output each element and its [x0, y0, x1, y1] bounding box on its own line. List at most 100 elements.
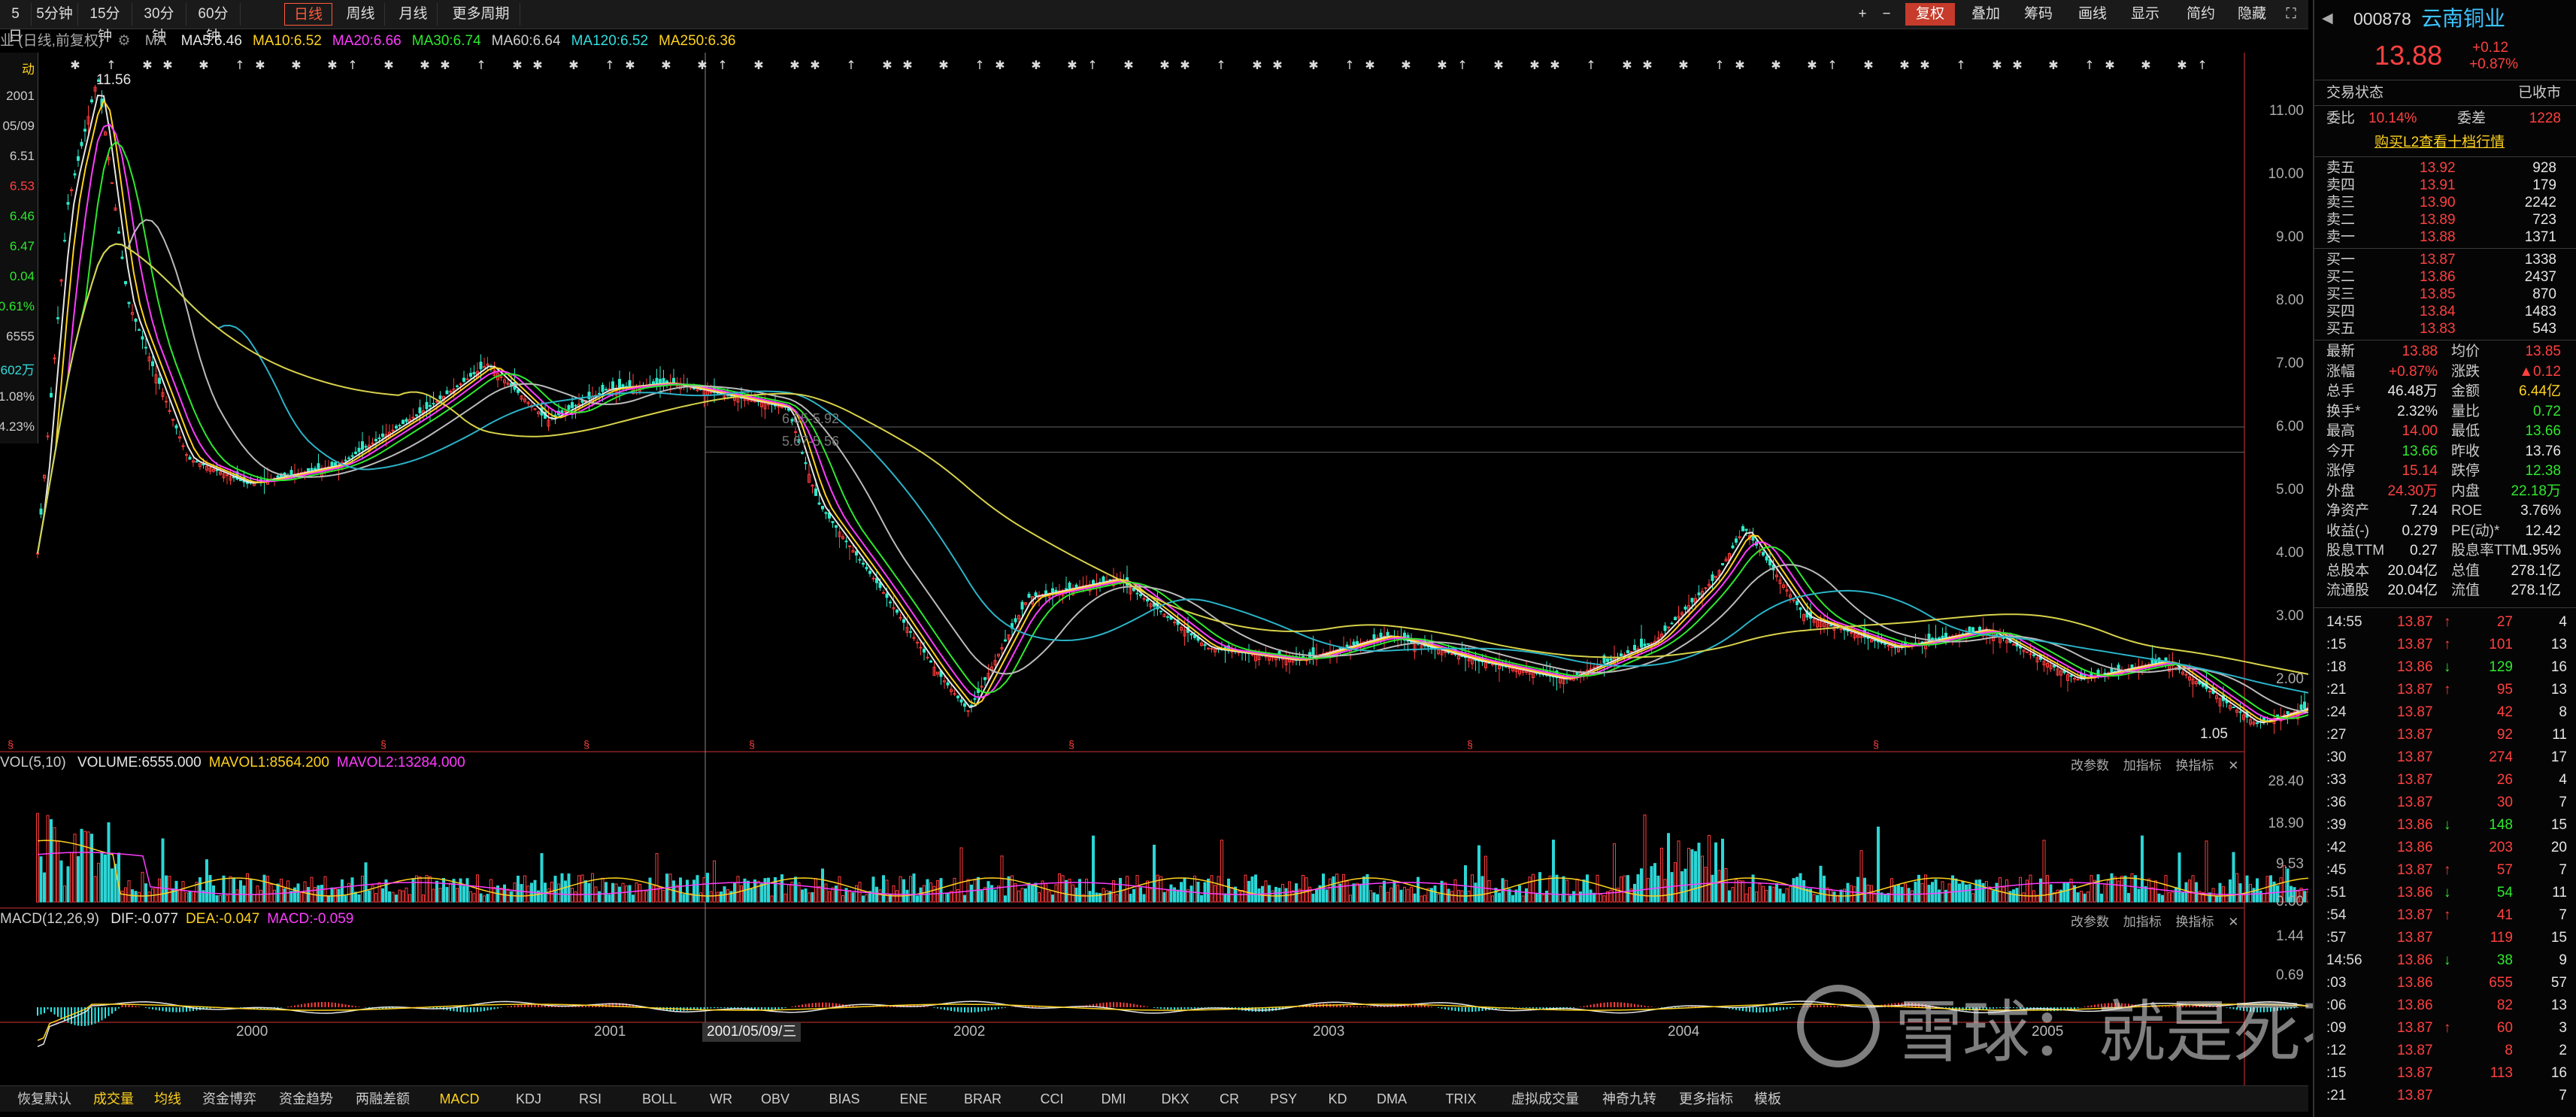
display-dropdown[interactable]: 显示 [2130, 6, 2159, 22]
event-marker-icon[interactable]: ✱ [1272, 58, 1282, 72]
event-marker-icon[interactable]: ↑ [1827, 58, 1837, 72]
dividend-marker-icon[interactable]: § [1873, 738, 1879, 750]
dividend-marker-icon[interactable]: § [8, 738, 14, 750]
macd-close-icon[interactable]: ✕ [2228, 915, 2239, 929]
bid-price[interactable]: 13.87 [2420, 252, 2456, 268]
event-marker-icon[interactable]: ↑ [717, 58, 727, 72]
bid-price[interactable]: 13.83 [2420, 321, 2456, 337]
event-marker-icon[interactable]: ✱ [70, 58, 80, 72]
period-daily[interactable]: 日线 [284, 3, 332, 26]
ask-price[interactable]: 13.92 [2420, 160, 2456, 176]
event-marker-icon[interactable]: ✱ [2177, 58, 2187, 72]
event-marker-icon[interactable]: ↑ [1087, 58, 1097, 72]
indicator-tab[interactable]: ENE [899, 1091, 928, 1106]
event-marker-icon[interactable]: ✱ [902, 58, 912, 72]
event-marker-icon[interactable]: ✱ [1622, 58, 1632, 72]
event-marker-icon[interactable]: ✱ [1159, 58, 1169, 72]
event-marker-icon[interactable]: ✱ [1365, 58, 1374, 72]
indicator-tab[interactable]: PSY [1269, 1091, 1298, 1106]
event-marker-icon[interactable]: ✱ [1771, 58, 1780, 72]
event-marker-icon[interactable]: ✱ [199, 58, 208, 72]
indicator-tab[interactable]: MACD [439, 1091, 480, 1106]
event-marker-icon[interactable]: ✱ [440, 58, 450, 72]
event-marker-icon[interactable]: ✱ [1067, 58, 1077, 72]
indicator-tab[interactable]: DKX [1161, 1091, 1190, 1106]
event-marker-icon[interactable]: ↑ [106, 58, 116, 72]
period-60min[interactable]: 60分钟 [186, 3, 241, 44]
event-marker-icon[interactable]: ↑ [2084, 58, 2094, 72]
bid-price[interactable]: 13.86 [2420, 269, 2456, 285]
indicator-tab[interactable]: BIAS [829, 1091, 860, 1106]
event-marker-icon[interactable]: ✱ [753, 58, 763, 72]
dividend-marker-icon[interactable]: § [583, 738, 589, 750]
indicator-tab[interactable]: CCI [1040, 1091, 1064, 1106]
vol-edit-params[interactable]: 改参数 [2071, 758, 2109, 773]
event-marker-icon[interactable]: ✱ [2048, 58, 2058, 72]
event-marker-icon[interactable]: ✱ [1529, 58, 1539, 72]
event-marker-icon[interactable]: ↑ [476, 58, 486, 72]
event-marker-icon[interactable]: ↑ [1956, 58, 1965, 72]
dividend-marker-icon[interactable]: § [749, 738, 755, 750]
event-marker-icon[interactable]: ✱ [383, 58, 393, 72]
ask-price[interactable]: 13.90 [2420, 195, 2456, 210]
event-marker-icon[interactable]: ✱ [1401, 58, 1411, 72]
event-marker-icon[interactable]: ✱ [512, 58, 522, 72]
ask-price[interactable]: 13.89 [2420, 212, 2456, 228]
hide-button[interactable]: 隐藏 [2237, 6, 2266, 22]
event-marker-icon[interactable]: ↑ [974, 58, 984, 72]
event-marker-icon[interactable]: ✱ [1863, 58, 1873, 72]
indicator-tab[interactable]: KDJ [515, 1091, 541, 1106]
l2-purchase-link[interactable]: 购买L2查看十档行情 [2374, 135, 2505, 150]
event-marker-icon[interactable]: ✱ [142, 58, 152, 72]
period-5min[interactable]: 5分钟 [32, 3, 78, 26]
macd-title[interactable]: MACD(12,26,9) [0, 911, 99, 927]
period-more-dropdown[interactable]: 更多周期 [442, 3, 520, 26]
indicator-tab[interactable]: 神奇九转 [1602, 1091, 1656, 1106]
dividend-marker-icon[interactable]: § [380, 738, 386, 750]
indicator-tab[interactable]: 均线 [154, 1091, 181, 1106]
period-30min[interactable]: 30分钟 [132, 3, 186, 44]
event-marker-icon[interactable]: ✱ [532, 58, 542, 72]
event-marker-icon[interactable]: ✱ [697, 58, 707, 72]
event-marker-icon[interactable]: ↑ [1714, 58, 1724, 72]
indicator-tab[interactable]: 资金趋势 [279, 1091, 333, 1106]
event-marker-icon[interactable]: ↑ [1216, 58, 1226, 72]
draw-line-button[interactable]: 画线 [2077, 6, 2107, 22]
vol-title[interactable]: VOL(5,10) [0, 755, 66, 770]
dividend-marker-icon[interactable]: § [1467, 738, 1473, 750]
event-marker-icon[interactable]: ✱ [938, 58, 948, 72]
indicator-tab[interactable]: WR [710, 1091, 732, 1106]
period-5day[interactable]: 5日 [0, 3, 32, 44]
indicator-tab[interactable]: RSI [578, 1091, 602, 1106]
chart-canvas[interactable]: ✱ ↑ ✱ ✱ ✱ ↑ ✱ ✱ ✱ ↑ ✱ ✱ ✱ ↑ ✱ ✱ ✱ ↑ ✱ ✱ ✱ ↑ ✱ ✱ ✱ ↑ ✱ ✱ ✱ ↑ ✱ ✱ ✱ ↑ ✱ ✱ ✱ ↑ ✱ ✱… [0, 53, 2308, 1085]
event-marker-icon[interactable]: ✱ [1252, 58, 1262, 72]
event-marker-icon[interactable]: ✱ [420, 58, 429, 72]
event-marker-icon[interactable]: ↑ [605, 58, 614, 72]
event-marker-icon[interactable]: ✱ [1807, 58, 1817, 72]
macd-add-indicator[interactable]: 加指标 [2123, 915, 2162, 929]
event-marker-icon[interactable]: ✱ [995, 58, 1005, 72]
dividend-marker-icon[interactable]: § [1068, 738, 1074, 750]
chips-button[interactable]: 筹码 [2023, 6, 2053, 22]
indicator-tab[interactable]: 模板 [1754, 1091, 1781, 1106]
event-marker-icon[interactable]: ↑ [235, 58, 244, 72]
event-marker-icon[interactable]: ✱ [1493, 58, 1503, 72]
event-marker-icon[interactable]: ✱ [1550, 58, 1559, 72]
ma-label[interactable]: MA [144, 33, 167, 49]
event-marker-icon[interactable]: ✱ [625, 58, 635, 72]
event-marker-icon[interactable]: ✱ [661, 58, 671, 72]
event-marker-icon[interactable]: ✱ [255, 58, 265, 72]
overlay-dropdown[interactable]: 叠加 [1971, 6, 2000, 22]
period-weekly[interactable]: 周线 [337, 3, 385, 26]
event-marker-icon[interactable]: ✱ [1642, 58, 1652, 72]
indicator-tab[interactable]: DMI [1101, 1091, 1126, 1106]
indicator-tab[interactable]: BRAR [963, 1091, 1002, 1106]
indicator-tab[interactable]: 恢复默认 [17, 1091, 71, 1106]
event-marker-icon[interactable]: ↑ [1344, 58, 1354, 72]
event-marker-icon[interactable]: ✱ [568, 58, 578, 72]
fullscreen-icon[interactable]: ⛶ [2286, 6, 2296, 22]
fuquan-dropdown[interactable]: 复权 [1905, 3, 1955, 26]
event-marker-icon[interactable]: ↑ [347, 58, 357, 72]
event-marker-icon[interactable]: ✱ [327, 58, 337, 72]
event-marker-icon[interactable]: ✱ [291, 58, 301, 72]
